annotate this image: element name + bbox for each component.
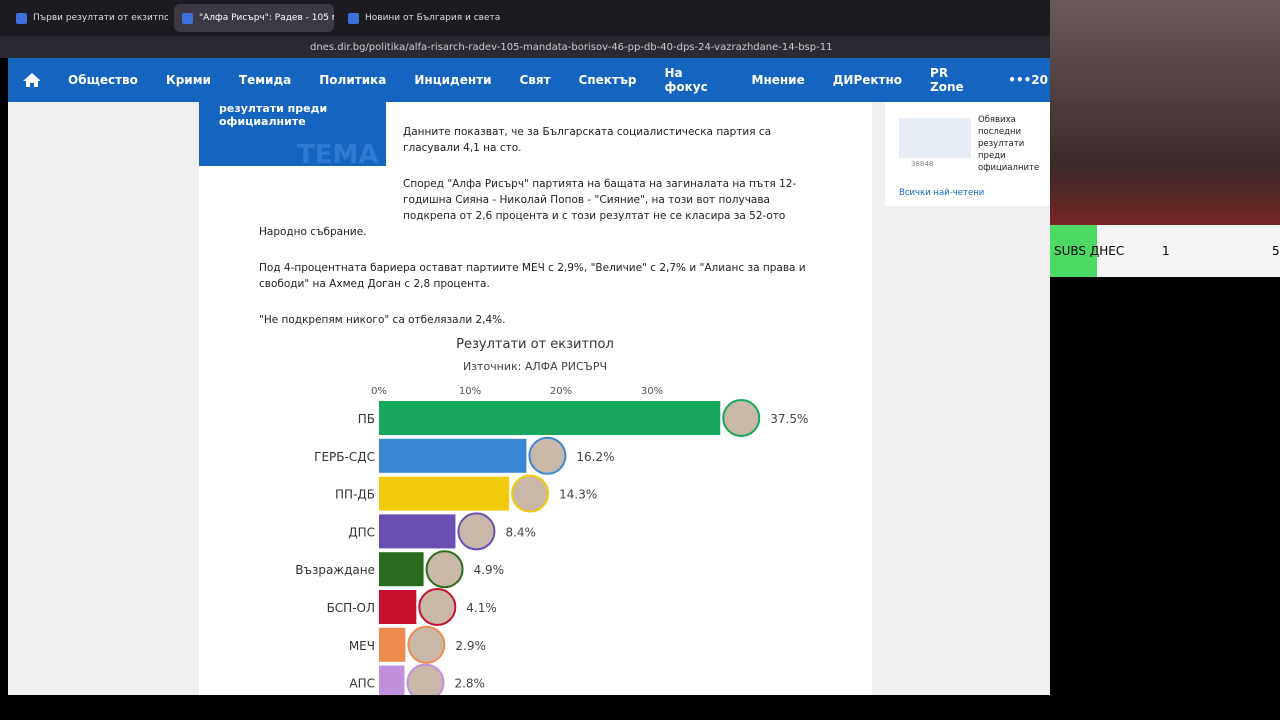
bar (379, 514, 456, 549)
paragraph: Под 4-процентната бариера остават партии… (259, 262, 806, 290)
tab[interactable]: Новини от България и света | Посл... (340, 4, 500, 32)
category-label: ПБ (358, 412, 375, 426)
value-label: 4.9% (474, 563, 505, 577)
nav-item[interactable]: PR Zone (930, 66, 964, 94)
chart-subtitle: Източник: АЛФА РИСЪРЧ (463, 360, 607, 373)
value-label: 4.1% (466, 601, 497, 615)
theme-box[interactable]: резултати преди официалните ТЕМА (199, 102, 386, 170)
article-text: Данните показват, че за Българската соци… (259, 124, 809, 348)
url: dnes.dir.bg/politika/alfa-risarch-radev-… (310, 41, 833, 53)
x-tick-label: 20% (550, 386, 572, 397)
more-link[interactable]: Всички най-четени (899, 188, 985, 198)
bar (379, 665, 405, 695)
tab-bar: Първи резултати от екзитпол на "Т... "Ал… (0, 0, 1050, 36)
category-label: Възраждане (295, 563, 375, 577)
tab-title: Новини от България и света | Посл... (365, 13, 500, 23)
party-photo (528, 436, 567, 475)
party-photo (406, 663, 445, 695)
nav-item[interactable]: Крими (165, 73, 211, 87)
nav-item[interactable]: Инциденти (414, 73, 492, 87)
tab[interactable]: Първи резултати от екзитпол на "Т... (8, 4, 168, 32)
tab-title: "Алфа Рисърч": Радев - 105 ма... (199, 13, 334, 23)
nav-item[interactable]: Политика (319, 73, 387, 87)
nav-item[interactable]: Мнение (751, 73, 805, 87)
chart-title: Резултати от екзитпол (456, 337, 614, 352)
nav-item[interactable]: Свят (519, 73, 551, 87)
party-photo (722, 399, 761, 437)
nav-item[interactable]: На фокус (664, 66, 708, 94)
value-label: 14.3% (559, 488, 597, 502)
category-label: БСП-ОЛ (327, 601, 375, 615)
sidebar-title[interactable]: Обявиха последни резултати преди официал… (978, 115, 1040, 173)
taskbar (0, 695, 1280, 720)
page: Данните показват, че за Българската соци… (8, 102, 1050, 695)
bar (379, 438, 527, 473)
party-photo (407, 625, 446, 664)
party-photo (457, 512, 496, 551)
category-label: ДПС (348, 525, 375, 539)
bar (379, 476, 510, 511)
category-label: АПС (349, 677, 375, 691)
category-label: ПП-ДБ (335, 488, 375, 502)
paragraph: Според "Алфа Рисърч" партията на бащата … (259, 178, 797, 238)
watermark: ТЕМА (297, 140, 379, 170)
paragraph: Данните показват, че за Българската соци… (403, 126, 772, 154)
value-label: 16.2% (576, 450, 614, 464)
paragraph: "Не подкрепям никого" са отбелязали 2,4%… (259, 314, 506, 326)
x-tick-label: 30% (641, 386, 663, 397)
home-icon[interactable] (22, 72, 40, 88)
theme-title: резултати преди официалните (219, 102, 328, 128)
value-label: 8.4% (505, 525, 536, 539)
nav-item[interactable]: Темида (238, 73, 292, 87)
nav-item[interactable]: Спектър (578, 73, 637, 87)
bar (379, 627, 406, 662)
chart: Резултати от екзитпол Източник: АЛФА РИСЪ… (295, 337, 808, 695)
nav-item[interactable]: ДИРектно (832, 73, 903, 87)
x-tick-label: 0% (371, 386, 387, 397)
subs-goal: 5 (1272, 244, 1280, 258)
nav-item[interactable]: Общество (68, 73, 138, 87)
value-label: 37.5% (770, 412, 808, 426)
subs-label: SUBS ДНЕС (1054, 244, 1125, 258)
thumbnail[interactable] (899, 118, 971, 158)
bar (379, 590, 417, 624)
party-photo (418, 588, 457, 626)
address-bar[interactable]: dnes.dir.bg/politika/alfa-risarch-radev-… (0, 36, 1050, 58)
bar (379, 401, 721, 435)
party-photo (425, 550, 464, 589)
views: 38848 (911, 160, 934, 168)
bar (379, 552, 424, 587)
subs-widget: SUBS ДНЕС 1 5 (1050, 225, 1280, 277)
x-tick-label: 10% (459, 386, 481, 397)
category-label: ГЕРБ-СДС (314, 450, 375, 464)
category-label: МЕЧ (349, 639, 375, 653)
sidebar: Обявиха последни резултати преди официал… (885, 102, 1050, 206)
party-photo (511, 474, 550, 513)
subs-count: 1 (1162, 244, 1170, 258)
value-label: 2.9% (455, 639, 486, 653)
tab[interactable]: "Алфа Рисърч": Радев - 105 ма... (174, 4, 334, 32)
value-label: 2.8% (454, 677, 485, 691)
site-nav: Общество Крими Темида Политика Инциденти… (8, 58, 1050, 102)
nav-item: 20 (1031, 73, 1048, 87)
article: Данните показват, че за Българската соци… (199, 102, 872, 695)
tab-title: Първи резултати от екзитпол на "Т... (33, 13, 168, 23)
